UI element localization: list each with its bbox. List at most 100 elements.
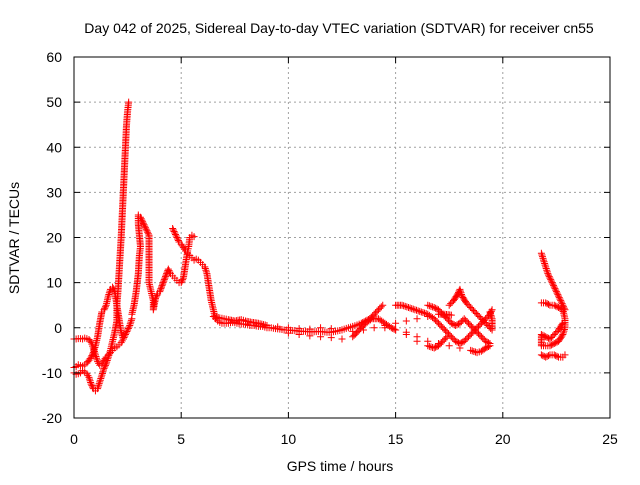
data-point bbox=[552, 302, 560, 310]
data-point bbox=[551, 285, 559, 293]
data-point bbox=[159, 279, 167, 287]
data-point bbox=[440, 312, 448, 320]
data-point bbox=[488, 313, 496, 321]
data-point bbox=[89, 349, 97, 357]
data-point bbox=[413, 315, 421, 323]
data-point bbox=[464, 300, 472, 308]
data-point bbox=[379, 301, 387, 309]
data-point bbox=[561, 351, 569, 359]
data-point bbox=[172, 232, 180, 240]
data-point bbox=[101, 304, 109, 312]
data-point bbox=[440, 325, 448, 333]
data-point bbox=[174, 235, 182, 243]
data-point bbox=[541, 259, 549, 267]
data-point bbox=[97, 373, 105, 381]
data-point bbox=[456, 287, 464, 295]
data-point bbox=[480, 317, 488, 325]
data-point bbox=[139, 219, 147, 227]
data-point bbox=[103, 356, 111, 364]
data-point bbox=[445, 342, 453, 350]
data-point bbox=[171, 230, 179, 238]
data-point bbox=[477, 314, 485, 322]
data-point bbox=[549, 332, 557, 340]
data-point bbox=[545, 271, 553, 279]
data-point bbox=[101, 303, 109, 311]
data-point bbox=[105, 350, 113, 358]
data-point bbox=[449, 334, 457, 342]
data-point bbox=[550, 351, 558, 359]
data-point bbox=[465, 302, 473, 310]
data-point bbox=[414, 307, 422, 315]
data-point bbox=[437, 339, 445, 347]
data-point bbox=[446, 331, 454, 339]
data-point bbox=[387, 324, 395, 332]
data-point bbox=[457, 339, 465, 347]
data-point bbox=[538, 253, 546, 261]
data-point bbox=[540, 332, 548, 340]
data-point bbox=[457, 289, 465, 297]
data-point bbox=[141, 222, 149, 230]
data-point bbox=[96, 378, 104, 386]
data-point bbox=[201, 263, 209, 271]
data-point bbox=[202, 268, 210, 276]
data-point bbox=[445, 301, 453, 309]
data-point bbox=[452, 321, 460, 329]
data-point bbox=[157, 285, 165, 293]
data-point bbox=[472, 309, 480, 317]
data-point bbox=[90, 347, 98, 355]
data-point bbox=[542, 353, 550, 361]
data-point bbox=[447, 311, 455, 319]
data-point bbox=[483, 338, 491, 346]
data-layer bbox=[70, 98, 569, 395]
data-point bbox=[456, 285, 464, 293]
data-point bbox=[138, 216, 146, 224]
data-point bbox=[99, 366, 107, 374]
data-point bbox=[437, 309, 445, 317]
data-point bbox=[462, 316, 470, 324]
y-tick-label: -20 bbox=[42, 410, 62, 426]
data-point bbox=[442, 334, 450, 342]
data-point bbox=[443, 315, 451, 323]
data-point bbox=[432, 316, 440, 324]
y-tick-label: 40 bbox=[46, 139, 62, 155]
data-point bbox=[143, 227, 151, 235]
data-point bbox=[179, 243, 187, 251]
data-point bbox=[478, 315, 486, 323]
data-point bbox=[453, 291, 461, 299]
data-point bbox=[401, 302, 409, 310]
data-point bbox=[119, 333, 127, 341]
data-point bbox=[545, 352, 553, 360]
data-point bbox=[421, 309, 429, 317]
data-point bbox=[164, 265, 172, 273]
data-point bbox=[85, 373, 93, 381]
data-point bbox=[460, 315, 468, 323]
data-point bbox=[295, 325, 303, 333]
data-point bbox=[440, 336, 448, 344]
data-point bbox=[550, 282, 558, 290]
data-point bbox=[416, 307, 424, 315]
data-point bbox=[174, 237, 182, 245]
data-point bbox=[543, 266, 551, 274]
data-point bbox=[422, 310, 430, 318]
data-point bbox=[93, 356, 101, 364]
data-point bbox=[425, 302, 433, 310]
data-point bbox=[485, 339, 493, 347]
data-point bbox=[83, 370, 91, 378]
data-point bbox=[402, 317, 410, 325]
data-point bbox=[463, 318, 471, 326]
data-point bbox=[466, 331, 474, 339]
data-point bbox=[170, 227, 178, 235]
data-point bbox=[542, 263, 550, 271]
data-point bbox=[102, 360, 110, 368]
data-point bbox=[118, 330, 126, 338]
data-point bbox=[126, 321, 134, 329]
data-point bbox=[161, 274, 169, 282]
data-point bbox=[482, 337, 490, 345]
data-point bbox=[159, 280, 167, 288]
data-point bbox=[180, 245, 188, 253]
data-point bbox=[467, 330, 475, 338]
data-point bbox=[125, 98, 133, 106]
data-point bbox=[550, 331, 558, 339]
data-point bbox=[390, 325, 398, 333]
